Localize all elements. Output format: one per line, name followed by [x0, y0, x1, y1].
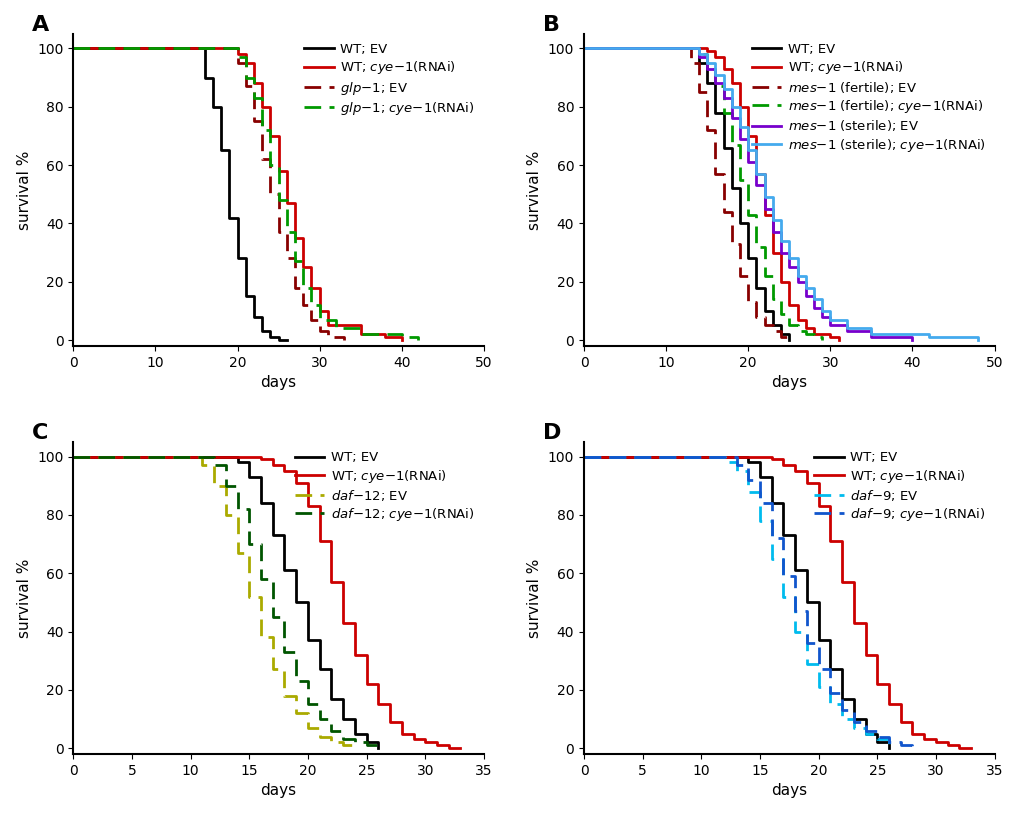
- Legend: WT; EV, WT; $\it{cye\mathit{-}1}$(RNAi), $\it{daf\mathit{-}12}$; EV, $\it{daf\ma: WT; EV, WT; $\it{cye\mathit{-}1}$(RNAi),…: [289, 446, 480, 528]
- Text: D: D: [542, 423, 560, 443]
- Y-axis label: survival %: survival %: [527, 558, 542, 637]
- Y-axis label: survival %: survival %: [16, 150, 32, 230]
- Text: C: C: [33, 423, 49, 443]
- Legend: WT; EV, WT; $\it{cye\mathit{-}1}$(RNAi), $\it{daf\mathit{-}9}$; EV, $\it{daf\mat: WT; EV, WT; $\it{cye\mathit{-}1}$(RNAi),…: [808, 446, 989, 528]
- X-axis label: days: days: [260, 783, 297, 799]
- Y-axis label: survival %: survival %: [527, 150, 542, 230]
- X-axis label: days: days: [770, 783, 807, 799]
- Y-axis label: survival %: survival %: [16, 558, 32, 637]
- Text: B: B: [542, 15, 559, 35]
- X-axis label: days: days: [770, 375, 807, 390]
- Legend: WT; EV, WT; $\it{cye\mathit{-}1}$(RNAi), $\it{glp\mathit{-}1}$; EV, $\it{glp\mat: WT; EV, WT; $\it{cye\mathit{-}1}$(RNAi),…: [299, 37, 480, 122]
- Legend: WT; EV, WT; $\it{cye\mathit{-}1}$(RNAi), $\it{mes\mathit{-}1}$ (fertile); EV, $\: WT; EV, WT; $\it{cye\mathit{-}1}$(RNAi),…: [746, 37, 989, 159]
- X-axis label: days: days: [260, 375, 297, 390]
- Text: A: A: [33, 15, 50, 35]
